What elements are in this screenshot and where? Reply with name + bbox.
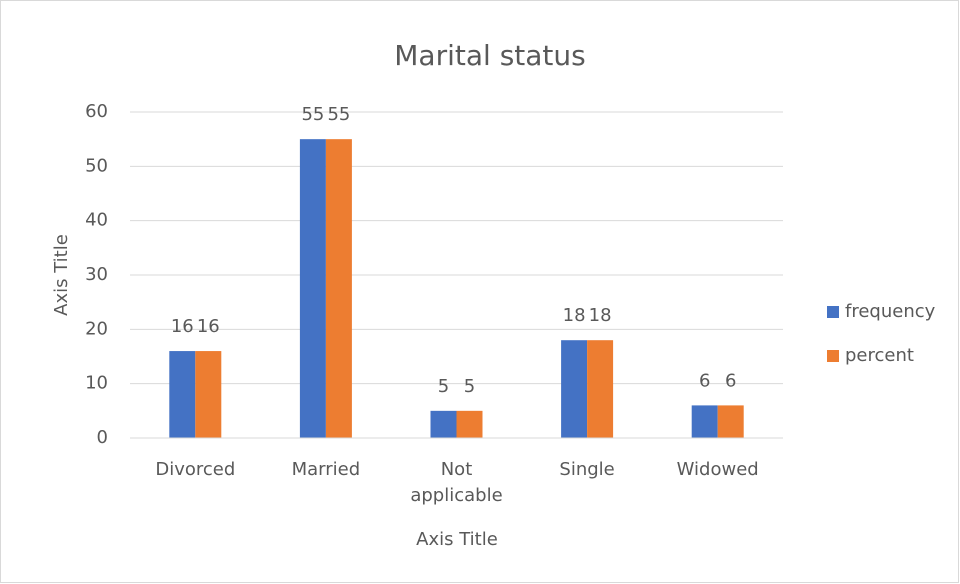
y-tick-label: 60 xyxy=(85,101,108,122)
x-tick-label: Divorced xyxy=(155,459,235,480)
data-label: 16 xyxy=(171,316,194,337)
y-tick-label: 50 xyxy=(85,155,108,176)
bar xyxy=(325,139,352,438)
data-label: 18 xyxy=(589,305,612,326)
legend-swatch xyxy=(827,306,839,318)
data-label: 55 xyxy=(327,104,350,125)
legend-label: frequency xyxy=(845,301,936,322)
x-tick-label: Not applicable xyxy=(410,459,502,506)
chart-title: Marital status xyxy=(394,39,585,72)
bar xyxy=(169,351,196,438)
bar xyxy=(691,405,718,438)
y-tick-label: 20 xyxy=(85,318,108,339)
bar xyxy=(561,340,588,438)
bar xyxy=(456,410,483,438)
bar xyxy=(717,405,744,438)
x-axis-title: Axis Title xyxy=(416,529,498,550)
x-tick-label: Widowed xyxy=(677,459,759,480)
y-tick-label: 40 xyxy=(85,210,108,231)
data-label: 16 xyxy=(197,316,220,337)
data-label: 6 xyxy=(725,370,736,391)
legend-label: percent xyxy=(845,345,914,366)
y-axis-title: Axis Title xyxy=(51,234,72,316)
y-tick-label: 30 xyxy=(85,264,108,285)
x-tick-label: Married xyxy=(292,459,361,480)
data-label: 18 xyxy=(563,305,586,326)
data-label: 5 xyxy=(464,376,475,397)
data-label: 6 xyxy=(699,370,710,391)
legend-swatch xyxy=(827,350,839,362)
bar xyxy=(430,410,457,438)
bar xyxy=(587,340,614,438)
data-label: 55 xyxy=(301,104,324,125)
bar xyxy=(195,351,222,438)
y-tick-label: 10 xyxy=(85,373,108,394)
bar xyxy=(299,139,326,438)
x-tick-label: Single xyxy=(559,459,614,480)
y-tick-label: 0 xyxy=(97,427,108,448)
data-label: 5 xyxy=(438,376,449,397)
